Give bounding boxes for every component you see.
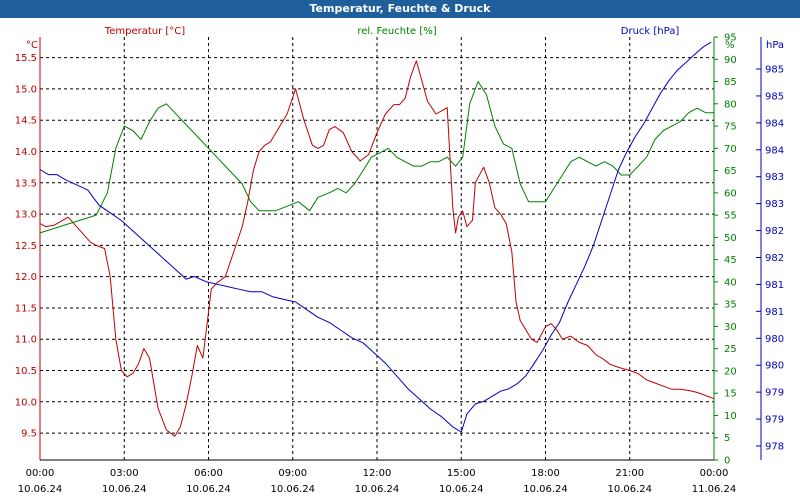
pressure-tick: 980 (765, 361, 784, 372)
humidity-tick: 0 (724, 456, 730, 467)
humidity-tick: 55 (724, 211, 737, 222)
pressure-tick: 985 (765, 65, 784, 76)
temperature-tick: 14.5 (15, 116, 37, 127)
temperature-tick: 12.0 (15, 272, 37, 283)
humidity-tick: 90 (724, 55, 737, 66)
pressure-tick: 979 (765, 415, 784, 426)
humidity-tick: 50 (724, 233, 737, 244)
pressure-tick: 981 (765, 307, 784, 318)
x-tick-time: 09:00 (278, 468, 307, 479)
temperature-tick: 11.0 (15, 335, 37, 346)
temperature-tick: 15.5 (15, 53, 37, 64)
humidity-tick: 70 (724, 144, 737, 155)
x-tick-date: 10.06.24 (355, 484, 400, 495)
chart-title: Temperatur, Feuchte & Druck (0, 0, 800, 18)
pressure-tick: 981 (765, 280, 784, 291)
humidity-tick: 45 (724, 255, 737, 266)
pressure-tick: 985 (765, 91, 784, 102)
pressure-axis-label: Druck [hPa] (621, 26, 680, 37)
x-tick-time: 03:00 (110, 468, 139, 479)
humidity-tick: 25 (724, 344, 737, 355)
humidity-tick: 95 (724, 33, 737, 44)
humidity-tick: 30 (724, 322, 737, 333)
humidity-tick: 65 (724, 166, 737, 177)
x-tick-date: 10.06.24 (270, 484, 315, 495)
humidity-tick: 75 (724, 122, 737, 133)
x-tick-time: 12:00 (363, 468, 392, 479)
pressure-tick: 978 (765, 442, 784, 453)
x-tick-date: 10.06.24 (523, 484, 568, 495)
x-tick-date: 10.06.24 (18, 484, 63, 495)
tick-labels: 00:00 10.06.24 03:00 10.06.24 06:00 10.06.24 0… (15, 33, 784, 496)
x-tick-time: 15:00 (447, 468, 476, 479)
x-tick-time: 00:00 (26, 468, 55, 479)
pressure-unit: hPa (766, 40, 784, 51)
humidity-tick: 10 (724, 411, 737, 422)
pressure-tick: 982 (765, 253, 784, 264)
temperature-tick: 11.5 (15, 303, 37, 314)
x-tick-date: 10.06.24 (439, 484, 484, 495)
pressure-tick: 983 (765, 199, 784, 210)
temperature-tick: 13.0 (15, 210, 37, 221)
x-tick-time: 06:00 (194, 468, 223, 479)
humidity-tick: 20 (724, 366, 737, 377)
temperature-tick: 13.5 (15, 178, 37, 189)
x-tick-time: 00:00 (700, 468, 729, 479)
humidity-tick: 5 (724, 433, 730, 444)
pressure-tick: 982 (765, 226, 784, 237)
pressure-series-line (39, 41, 712, 433)
humidity-unit: % (725, 40, 735, 51)
humidity-series-line (39, 81, 714, 234)
x-tick-date: 10.06.24 (186, 484, 231, 495)
humidity-axis-label: rel. Feuchte [%] (357, 26, 436, 37)
series-lines (39, 41, 715, 437)
pressure-tick: 984 (765, 118, 784, 129)
x-tick-time: 18:00 (531, 468, 560, 479)
x-tick-time: 21:00 (615, 468, 644, 479)
x-tick-date: 10.06.24 (607, 484, 652, 495)
temperature-tick: 9.5 (21, 429, 37, 440)
temperature-tick: 15.0 (15, 84, 37, 95)
pressure-tick: 984 (765, 145, 784, 156)
temperature-tick: 14.0 (15, 147, 37, 158)
temperature-tick: 12.5 (15, 241, 37, 252)
temperature-axis-label: Temperatur [°C] (104, 26, 185, 37)
temperature-tick: 10.5 (15, 366, 37, 377)
pressure-tick: 979 (765, 388, 784, 399)
humidity-tick: 35 (724, 300, 737, 311)
humidity-tick: 60 (724, 188, 737, 199)
x-tick-date: 10.06.24 (102, 484, 147, 495)
humidity-tick: 40 (724, 277, 737, 288)
grid-lines (39, 37, 715, 460)
humidity-tick: 15 (724, 389, 737, 400)
x-tick-date: 11.06.24 (692, 484, 737, 495)
temperature-tick: 10.0 (15, 397, 37, 408)
humidity-tick: 80 (724, 99, 737, 110)
pressure-tick: 983 (765, 172, 784, 183)
axes (39, 36, 762, 461)
temperature-series-line (39, 60, 715, 437)
pressure-tick: 980 (765, 334, 784, 345)
temperature-unit: °C (26, 40, 38, 51)
humidity-tick: 85 (724, 77, 737, 88)
